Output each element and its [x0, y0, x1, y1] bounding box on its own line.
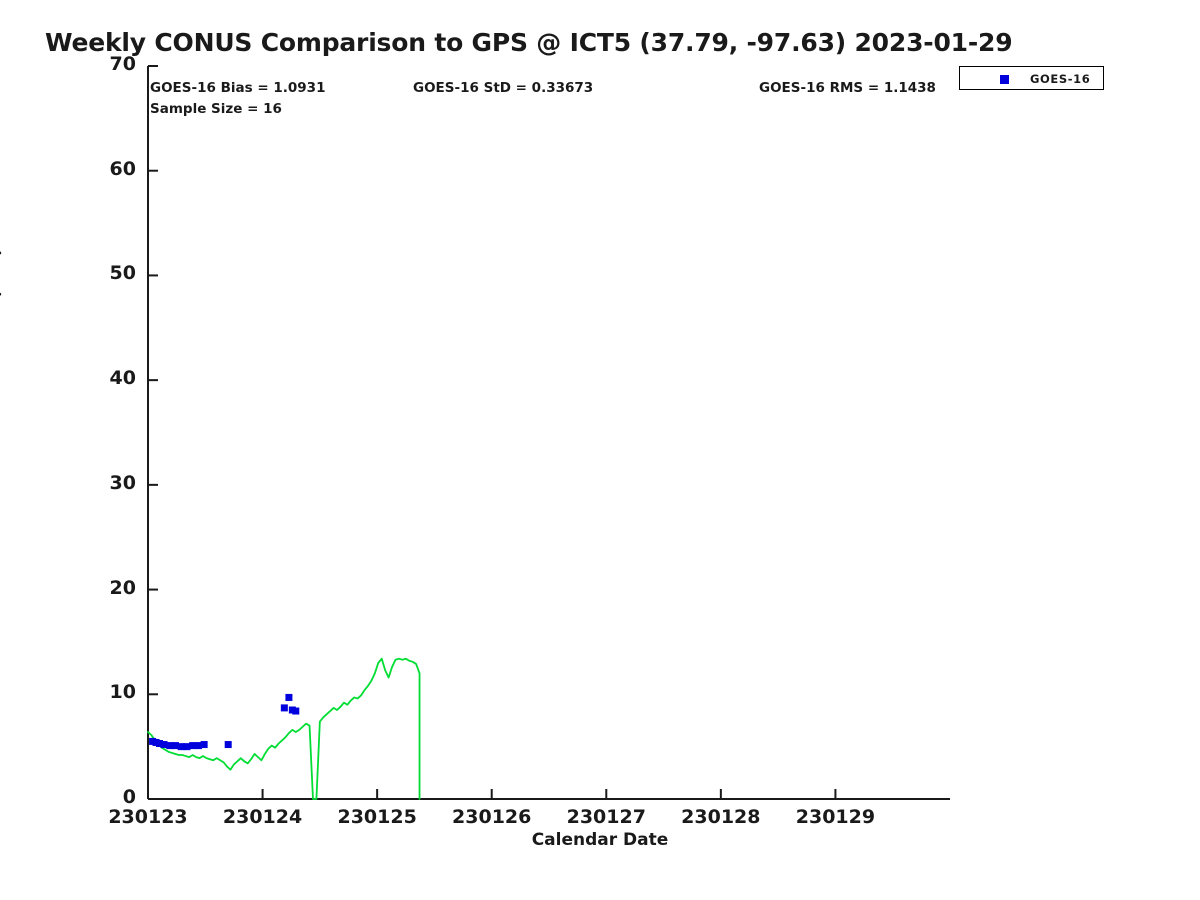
y-axis-ticks	[148, 65, 158, 800]
plot-area	[147, 65, 950, 800]
stat-bias: GOES-16 Bias = 1.0931	[150, 80, 326, 96]
y-tick-20: 20	[109, 576, 136, 599]
y-tick-10: 10	[109, 681, 136, 704]
page-title: Weekly CONUS Comparison to GPS @ ICT5 (3…	[45, 28, 1013, 57]
stat-std: GOES-16 StD = 0.33673	[413, 80, 594, 96]
stat-sample-size: Sample Size = 16	[150, 101, 282, 117]
x-tick-230127: 230127	[566, 806, 646, 828]
x-tick-230128: 230128	[681, 806, 761, 828]
y-tick-60: 60	[109, 157, 136, 180]
axis-lines	[147, 66, 950, 800]
gps-line-series	[147, 657, 421, 800]
y-tick-50: 50	[109, 262, 136, 285]
goes16-scatter-series	[149, 693, 300, 751]
y-tick-30: 30	[109, 471, 136, 494]
x-axis-label: Calendar Date	[531, 830, 669, 850]
x-tick-230129: 230129	[795, 806, 876, 828]
stat-rms: GOES-16 RMS = 1.1438	[759, 80, 936, 96]
x-tick-230126: 230126	[452, 806, 532, 828]
plot-svg	[147, 65, 950, 800]
legend: GOES-16	[959, 66, 1104, 90]
y-tick-0: 0	[122, 786, 136, 808]
legend-swatch-goes16-icon	[1000, 75, 1009, 84]
x-tick-230125: 230125	[337, 806, 417, 828]
y-axis-label: TPW (mm)	[0, 248, 4, 348]
legend-label-goes16: GOES-16	[1030, 72, 1091, 86]
x-axis-ticks	[147, 789, 837, 799]
y-tick-40: 40	[109, 367, 136, 390]
y-tick-70: 70	[109, 53, 136, 75]
x-tick-230124: 230124	[222, 806, 303, 828]
x-tick-230123: 230123	[108, 806, 188, 828]
